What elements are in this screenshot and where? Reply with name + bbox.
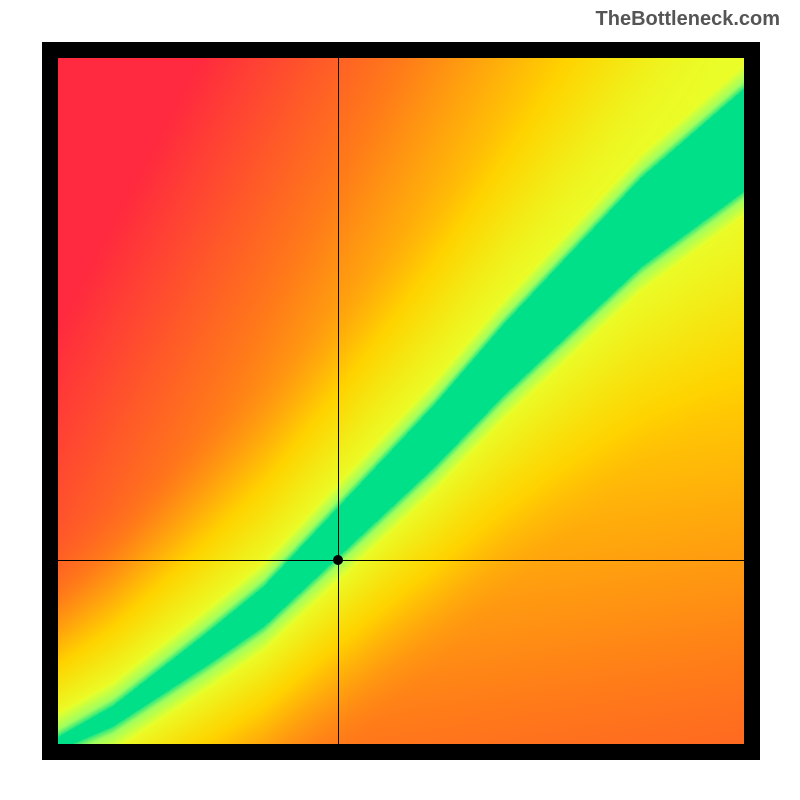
crosshair-vertical bbox=[338, 58, 339, 744]
crosshair-marker bbox=[333, 555, 343, 565]
attribution-text: TheBottleneck.com bbox=[596, 8, 780, 31]
crosshair-horizontal bbox=[58, 560, 744, 561]
chart-plot-area bbox=[58, 58, 744, 744]
chart-frame bbox=[42, 42, 760, 760]
heatmap-canvas bbox=[58, 58, 744, 744]
